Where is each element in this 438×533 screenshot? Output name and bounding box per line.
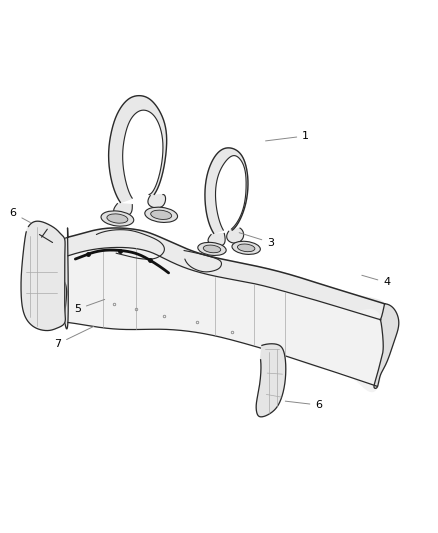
- Ellipse shape: [151, 210, 172, 220]
- Polygon shape: [374, 304, 399, 389]
- Text: 4: 4: [362, 275, 390, 287]
- Text: 1: 1: [265, 131, 309, 141]
- Polygon shape: [256, 344, 286, 417]
- Polygon shape: [208, 233, 225, 246]
- Polygon shape: [56, 228, 68, 329]
- Text: 6: 6: [10, 208, 30, 223]
- Ellipse shape: [198, 243, 226, 255]
- Ellipse shape: [237, 244, 255, 252]
- Ellipse shape: [232, 241, 260, 254]
- Polygon shape: [21, 221, 65, 330]
- Polygon shape: [68, 247, 383, 392]
- Polygon shape: [114, 204, 132, 215]
- Text: 3: 3: [239, 233, 274, 247]
- Text: 6: 6: [285, 400, 322, 410]
- Text: 5: 5: [74, 300, 105, 314]
- Ellipse shape: [107, 214, 128, 223]
- Ellipse shape: [145, 207, 177, 222]
- Polygon shape: [205, 148, 248, 233]
- Ellipse shape: [101, 211, 134, 226]
- Polygon shape: [148, 195, 166, 208]
- Ellipse shape: [203, 245, 221, 253]
- Polygon shape: [227, 228, 244, 243]
- Text: 7: 7: [54, 326, 94, 349]
- Polygon shape: [68, 228, 387, 320]
- Polygon shape: [109, 95, 167, 203]
